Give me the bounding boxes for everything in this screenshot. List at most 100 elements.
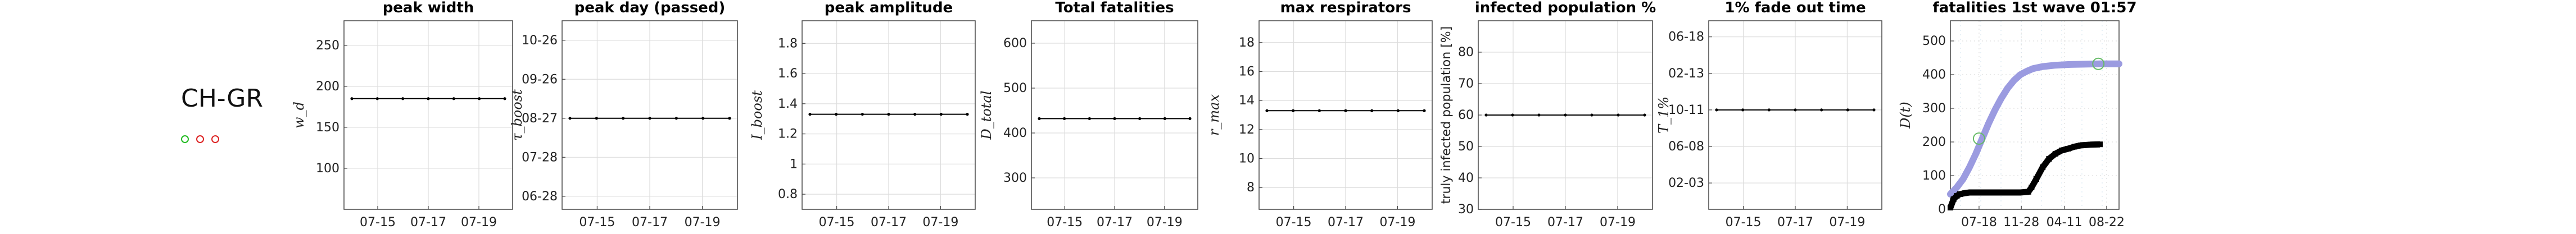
observed-point — [1948, 205, 1953, 210]
data-point — [427, 97, 430, 100]
data-point — [966, 113, 969, 116]
data-point — [478, 97, 481, 100]
y-tick-label: 1.8 — [778, 36, 798, 51]
y-tick-label: 300 — [1922, 102, 1946, 116]
data-point — [728, 117, 731, 120]
y-tick-label: 300 — [1003, 171, 1027, 185]
data-point — [1318, 109, 1321, 112]
x-tick-label: 07-17 — [632, 215, 668, 230]
x-tick-label: 07-15 — [1495, 215, 1531, 230]
observed-point — [1962, 190, 1968, 196]
y-tick-label: 100 — [316, 162, 339, 176]
x-tick-label: 11-28 — [2003, 215, 2039, 230]
x-tick-label: 07-19 — [1147, 215, 1183, 230]
data-point — [913, 113, 917, 116]
x-tick-label: 08-22 — [2089, 215, 2125, 230]
observed-point — [1966, 190, 1972, 195]
data-point — [808, 113, 812, 116]
y-tick-label: 600 — [1003, 36, 1027, 51]
y-axis-label: D(t) — [1898, 102, 1913, 129]
observed-point — [2059, 148, 2065, 153]
data-point — [1564, 113, 1567, 117]
y-axis-label: T_1% — [1656, 97, 1672, 134]
y-tick-label: 07-28 — [522, 150, 558, 164]
y-tick-label: 60 — [1458, 108, 1474, 122]
x-tick-label: 07-17 — [1328, 215, 1364, 230]
y-tick-label: 1.4 — [778, 97, 798, 111]
y-tick-label: 250 — [316, 39, 339, 53]
data-point — [1741, 108, 1745, 112]
data-point — [701, 117, 705, 120]
y-tick-label: 14 — [1239, 94, 1255, 108]
observed-point — [1973, 190, 1979, 195]
data-point — [835, 113, 838, 116]
x-tick-label: 07-19 — [1600, 215, 1636, 230]
chart-title: fatalities 1st wave 01:57 — [1932, 0, 2136, 16]
y-tick-label: 1.6 — [778, 67, 798, 81]
y-tick-label: 200 — [316, 80, 339, 94]
x-tick-label: 07-15 — [360, 215, 396, 230]
observed-point — [2029, 185, 2035, 190]
data-point — [1088, 117, 1091, 120]
y-tick-label: 18 — [1239, 36, 1255, 50]
y-tick-label: 16 — [1239, 65, 1255, 79]
x-tick-label: 07-15 — [579, 215, 615, 230]
data-point — [887, 113, 890, 116]
data-point — [1484, 113, 1488, 117]
data-point — [1643, 113, 1646, 117]
y-tick-label: 08-27 — [522, 112, 558, 126]
status-dot-2 — [196, 135, 204, 143]
y-tick-label: 400 — [1922, 68, 1946, 82]
x-tick-label: 07-17 — [871, 215, 907, 230]
x-tick-label: 07-19 — [922, 215, 958, 230]
y-tick-label: 10-26 — [522, 34, 558, 48]
y-tick-label: 200 — [1922, 135, 1946, 149]
y-tick-label: 50 — [1458, 140, 1474, 154]
data-point — [350, 97, 354, 100]
y-tick-label: 0.8 — [778, 187, 798, 201]
y-tick-label: 06-08 — [1668, 140, 1704, 154]
data-point — [1063, 117, 1066, 120]
observed-point — [1954, 193, 1960, 199]
y-tick-label: 70 — [1458, 77, 1474, 91]
y-tick-label: 02-03 — [1668, 176, 1704, 190]
y-tick-label: 1.2 — [778, 127, 798, 141]
data-point — [1292, 109, 1295, 112]
data-point — [1590, 113, 1593, 117]
y-tick-label: 1 — [790, 157, 798, 171]
observed-point — [2088, 141, 2094, 148]
y-tick-label: 100 — [1922, 169, 1946, 183]
x-tick-label: 07-17 — [1547, 215, 1583, 230]
observed-point — [2033, 176, 2039, 182]
chart-title: infected population % — [1475, 0, 1656, 16]
data-point — [1113, 117, 1116, 120]
observed-point — [2065, 146, 2071, 152]
data-point — [1794, 108, 1797, 112]
data-point — [1617, 113, 1620, 117]
y-tick-label: 09-26 — [522, 72, 558, 86]
y-tick-label: 30 — [1458, 203, 1474, 217]
chart-title: 1% fade out time — [1724, 0, 1866, 16]
observed-point — [2025, 189, 2031, 195]
x-tick-label: 07-15 — [1276, 215, 1312, 230]
data-point — [1767, 108, 1771, 112]
data-point — [622, 117, 625, 120]
y-axis-label: τ_boost — [509, 89, 525, 141]
observed-point — [1992, 190, 1998, 195]
chart-title: peak amplitude — [825, 0, 953, 16]
data-point — [452, 97, 455, 100]
fit-curve — [1947, 60, 2122, 198]
y-tick-label: 02-13 — [1668, 67, 1704, 81]
data-point — [1511, 113, 1514, 117]
x-tick-label: 07-17 — [1777, 215, 1813, 230]
chart-title: peak day (passed) — [574, 0, 726, 16]
x-tick-label: 07-15 — [1726, 215, 1762, 230]
data-point — [401, 97, 405, 100]
y-tick-label: 10 — [1239, 152, 1255, 166]
observed-point — [1950, 196, 1957, 202]
status-dots — [181, 135, 248, 143]
data-point — [1163, 117, 1166, 120]
data-point — [1038, 117, 1041, 120]
data-point — [1396, 109, 1400, 112]
